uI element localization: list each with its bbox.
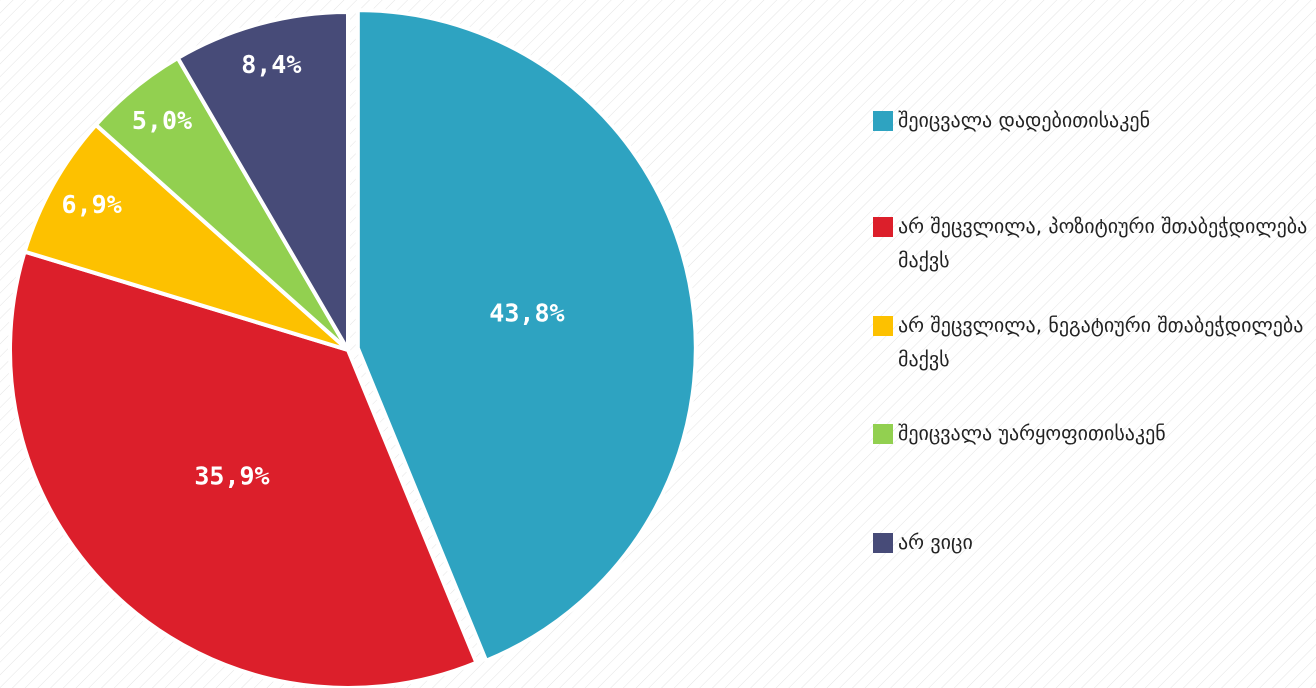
pie-slice [8, 249, 479, 688]
legend-label: არ ვიცი [898, 530, 973, 554]
value-label: 5,0% [132, 106, 192, 135]
legend-swatch [873, 316, 893, 336]
value-label: 6,9% [62, 190, 122, 219]
legend-item: არ შეცვლილა, ნეგატიური შთაბეჭდილება მაქვ… [873, 313, 1313, 376]
legend-item: შეიცვალა უარყოფითისაკენ [873, 421, 1313, 450]
legend-label: არ შეცვლილა, პოზიტიური შთაბეჭდილება მაქვ… [898, 214, 1308, 272]
value-label: 8,4% [241, 50, 301, 79]
legend-item: არ ვიცი [873, 530, 1313, 559]
legend-swatch [873, 533, 893, 553]
legend-label: შეიცვალა უარყოფითისაკენ [898, 421, 1166, 445]
legend-item: შეიცვალა დადებითისაკენ [873, 108, 1313, 137]
legend-swatch [873, 217, 893, 237]
pie-slice [22, 122, 350, 352]
value-label: 43,8% [489, 299, 564, 328]
pie-slice [175, 10, 350, 352]
legend-label: შეიცვალა დადებითისაკენ [898, 108, 1151, 132]
legend-swatch [873, 424, 893, 444]
value-label: 35,9% [194, 461, 269, 490]
legend-item: არ შეცვლილა, პოზიტიური შთაბეჭდილება მაქვ… [873, 214, 1313, 277]
legend-label: არ შეცვლილა, ნეგატიური შთაბეჭდილება მაქვ… [898, 313, 1304, 371]
legend-swatch [873, 111, 893, 131]
pie-slice [355, 8, 698, 663]
